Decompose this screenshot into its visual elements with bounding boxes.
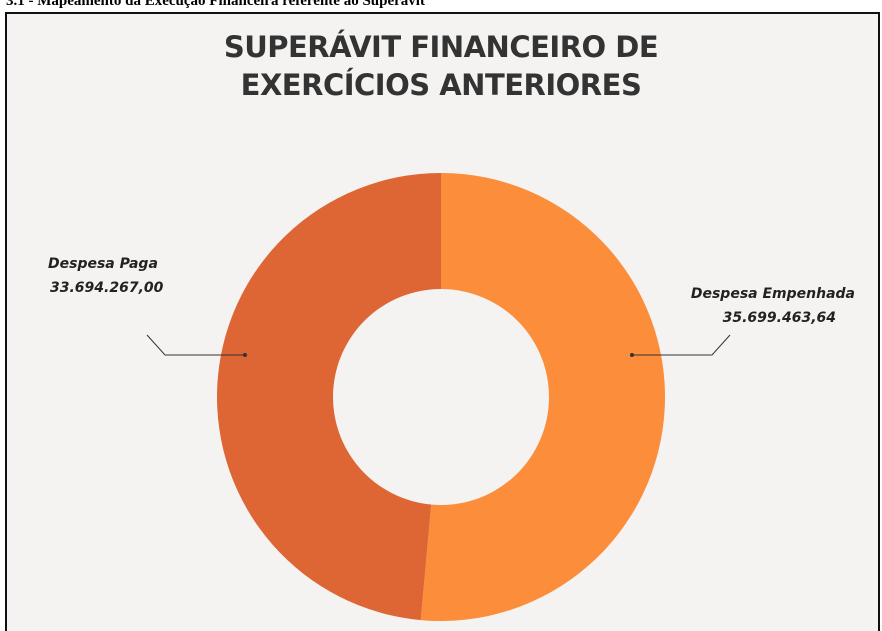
donut-slice — [420, 173, 665, 621]
slice-label: Despesa Paga — [48, 256, 158, 272]
leader-line — [146, 334, 245, 356]
slice-value: 35.699.463,64 — [723, 310, 836, 326]
section-heading: 3.1 - Mapeamento da Execução Financeira … — [6, 0, 425, 9]
leader-line — [632, 334, 731, 356]
leader-dot — [630, 353, 634, 357]
slice-value: 33.694.267,00 — [50, 280, 164, 296]
slice-label: Despesa Empenhada — [691, 286, 855, 302]
donut-slice — [216, 173, 441, 621]
leader-dot — [243, 353, 247, 357]
chart-title: SUPERÁVIT FINANCEIRO DE EXERCÍCIOS ANTER… — [223, 30, 659, 102]
